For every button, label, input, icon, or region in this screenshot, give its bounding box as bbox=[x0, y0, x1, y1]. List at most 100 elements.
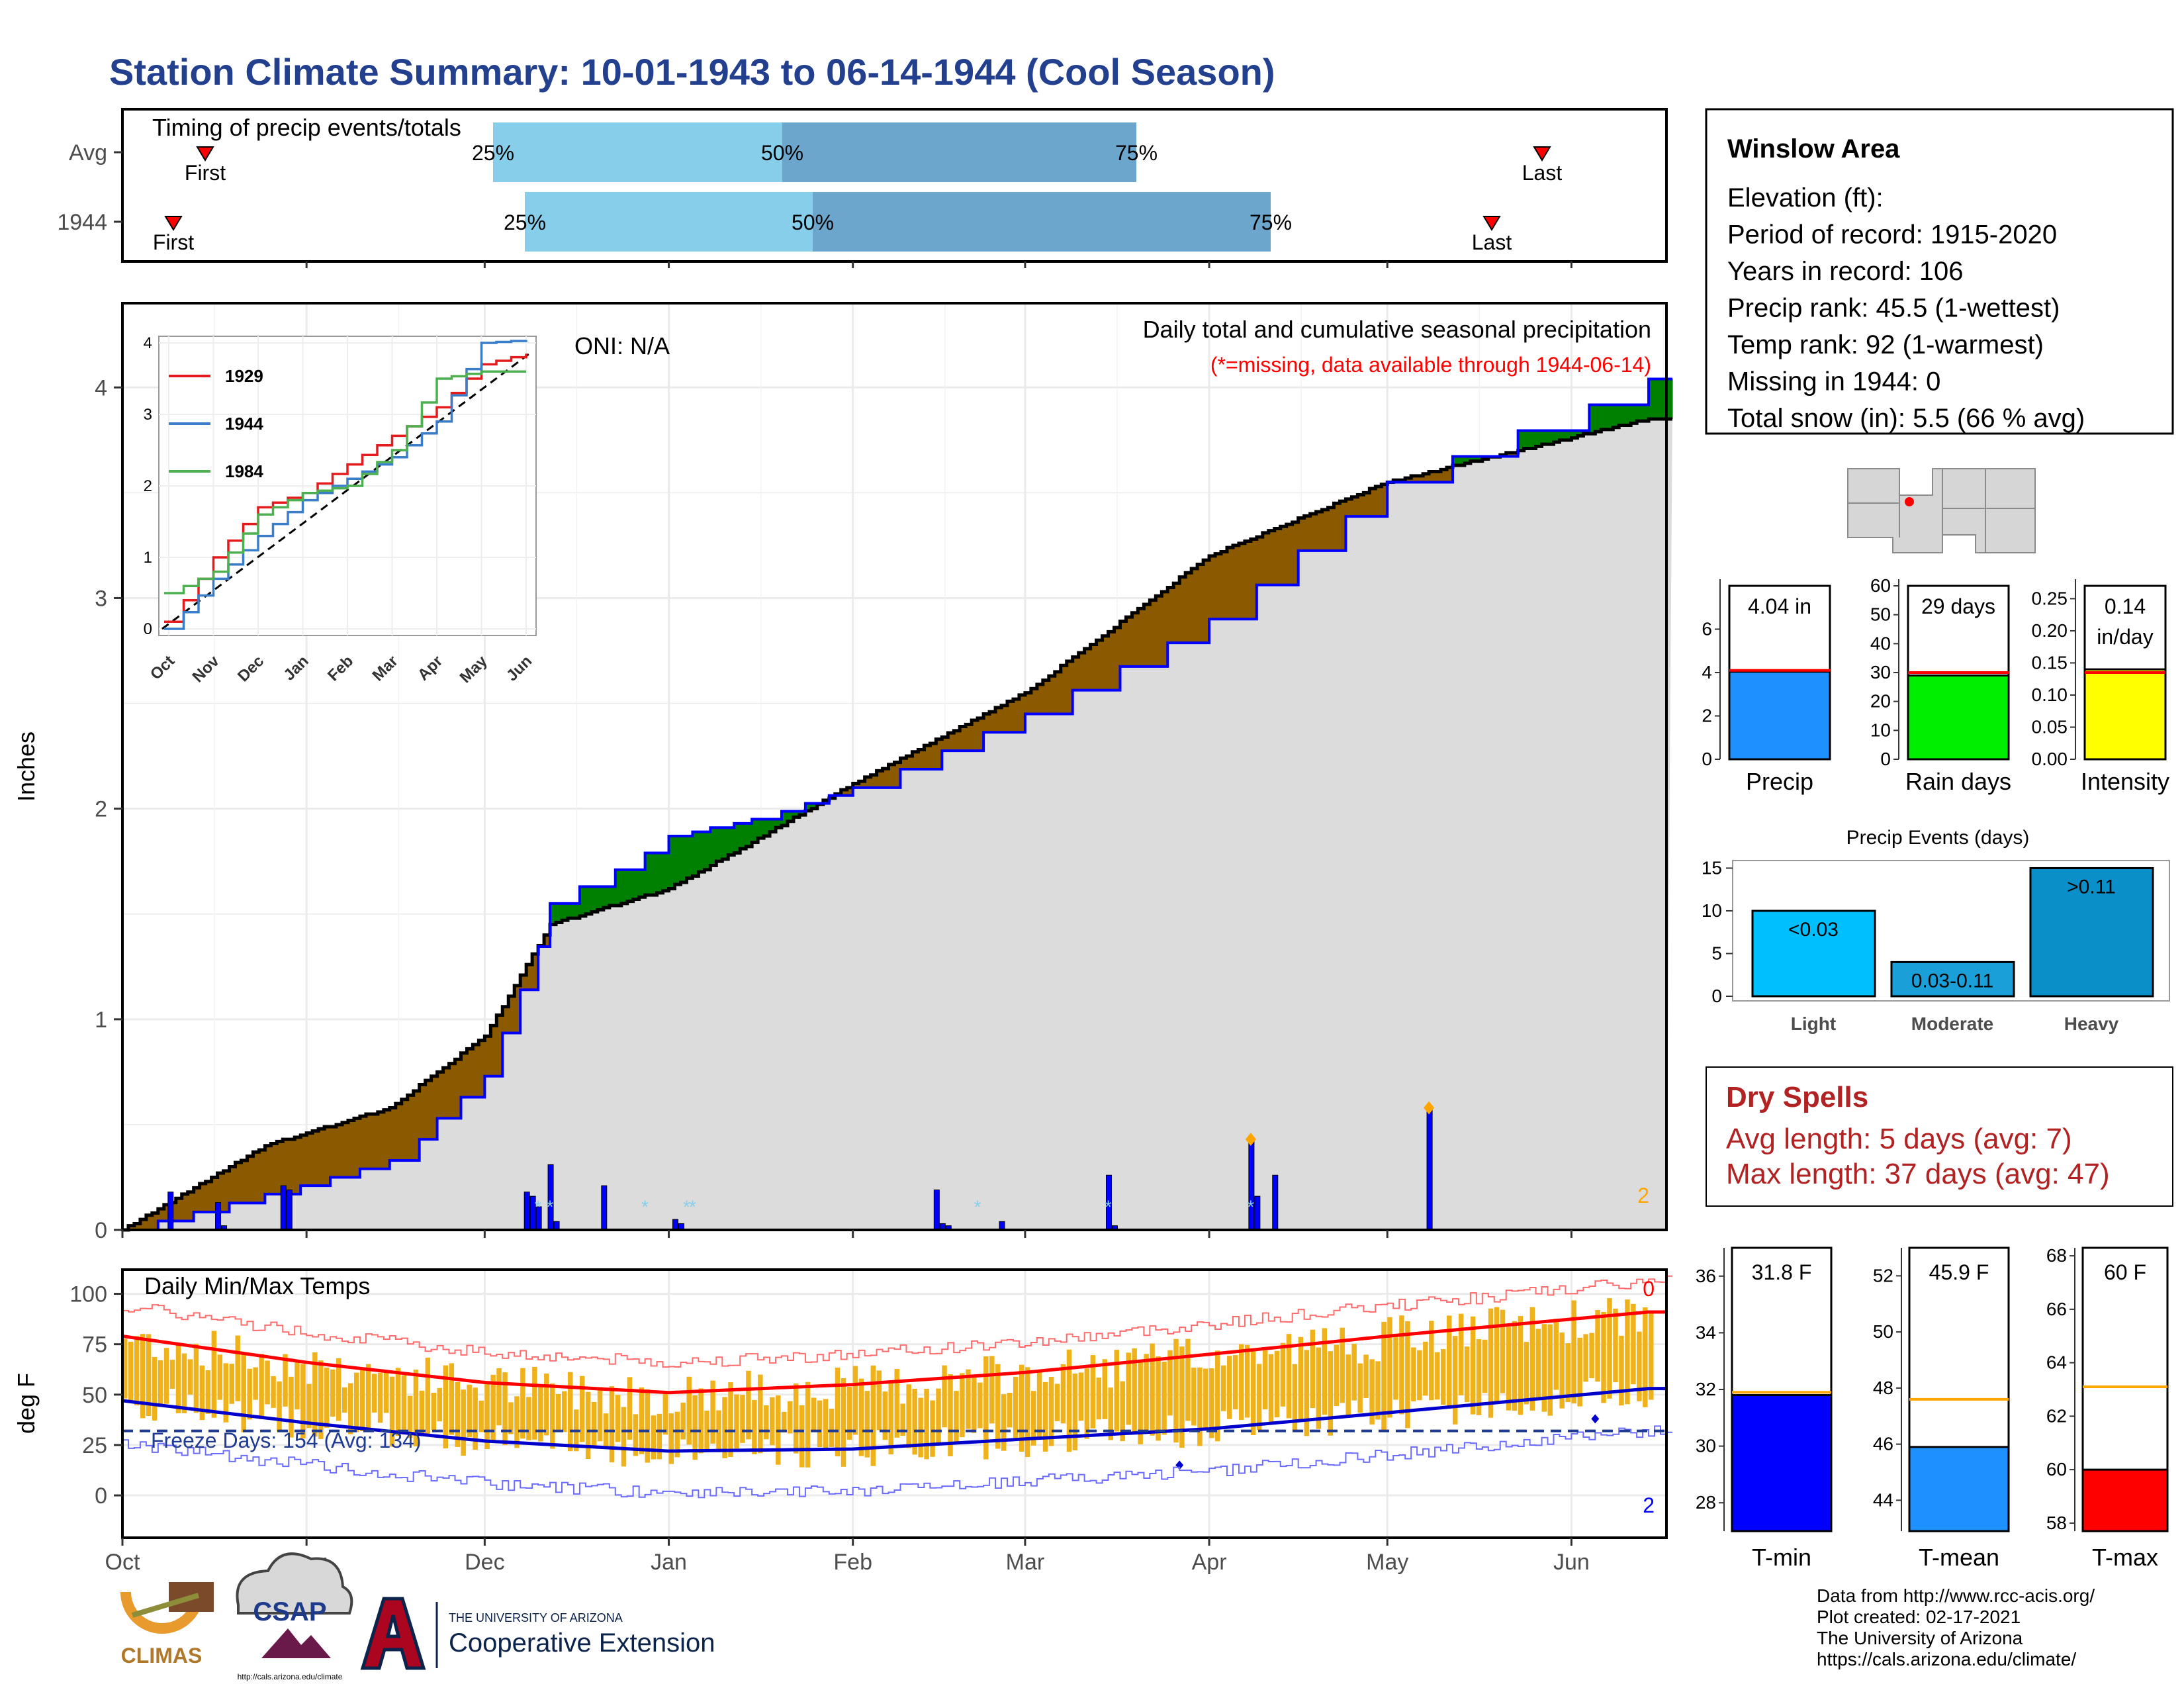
temp-bottom-count: 2 bbox=[1643, 1493, 1655, 1517]
station-info-line: Period of record: 1915-2020 bbox=[1727, 220, 2057, 250]
daily-temp-bar bbox=[752, 1399, 757, 1454]
daily-temp-bar bbox=[1607, 1298, 1612, 1399]
daily-temp-bar bbox=[1138, 1360, 1143, 1444]
summary-bar-tick: 2 bbox=[1702, 706, 1712, 726]
summary-bar-tick: 0.20 bbox=[2032, 620, 2068, 641]
daily-temp-bar bbox=[668, 1413, 674, 1464]
daily-temp-bar bbox=[181, 1353, 187, 1413]
daily-temp-bar bbox=[1102, 1359, 1108, 1419]
precip-anomaly-fill bbox=[882, 769, 889, 788]
daily-temp-bar bbox=[1631, 1303, 1636, 1385]
summary-bar-tick: 0 bbox=[1880, 749, 1891, 769]
daily-temp-bar bbox=[906, 1384, 911, 1448]
ua-logo: THE UNIVERSITY OF ARIZONA Cooperative Ex… bbox=[360, 1597, 715, 1670]
inset-y-tick: 0 bbox=[144, 620, 152, 638]
dry-spells-box: Dry Spells Avg length: 5 days (avg: 7) M… bbox=[1706, 1066, 2173, 1207]
daily-temp-bar bbox=[864, 1391, 870, 1458]
daily-temp-bar bbox=[271, 1376, 276, 1408]
precip-anomaly-fill bbox=[758, 819, 764, 839]
precip-anomaly-fill bbox=[1476, 456, 1483, 461]
inset-y-tick: 4 bbox=[144, 334, 152, 352]
daily-temp-bar bbox=[1601, 1311, 1606, 1403]
precip-anomaly-fill bbox=[181, 1194, 189, 1221]
daily-temp-bar bbox=[443, 1365, 449, 1449]
precip-anomaly-fill bbox=[770, 819, 776, 832]
precip-anomaly-fill bbox=[888, 764, 895, 788]
precip-anomaly-fill bbox=[1607, 404, 1614, 430]
precip-anomaly-fill bbox=[1280, 526, 1287, 585]
summary-bar-tick: 60 bbox=[1870, 575, 1891, 596]
precip-anomaly-fill bbox=[858, 781, 866, 788]
precip-anomaly-fill bbox=[520, 975, 527, 990]
precip-anomaly-fill bbox=[425, 1080, 432, 1140]
temp-summary-label: T-max bbox=[2092, 1544, 2158, 1571]
precip-anomaly-fill bbox=[1042, 680, 1050, 714]
daily-temp-bar bbox=[1595, 1310, 1600, 1382]
daily-temp-bar bbox=[556, 1393, 561, 1430]
precip-anomaly-fill bbox=[1334, 503, 1341, 551]
precip-anomaly-fill bbox=[1429, 471, 1435, 483]
precip-y-tick: 1 bbox=[95, 1008, 107, 1033]
daily-temp-bar bbox=[283, 1354, 288, 1407]
ua-small-text: THE UNIVERSITY OF ARIZONA bbox=[449, 1611, 623, 1624]
precip-anomaly-fill bbox=[514, 985, 521, 1033]
precip-anomaly-fill bbox=[1179, 577, 1186, 643]
daily-temp-bar bbox=[336, 1358, 341, 1421]
average-max-line bbox=[122, 1310, 1666, 1395]
precip-anomaly-fill bbox=[674, 836, 682, 885]
precip-anomaly-fill bbox=[870, 774, 878, 788]
daily-temp-bar bbox=[526, 1397, 531, 1440]
precip-anomaly-fill bbox=[152, 1213, 159, 1230]
precip-anomaly-fill bbox=[443, 1068, 450, 1119]
daily-temp-bar bbox=[954, 1391, 959, 1444]
events-y-tick: 15 bbox=[1702, 857, 1722, 878]
precip-anomaly-fill bbox=[128, 1225, 135, 1230]
precip-anomaly-fill bbox=[413, 1091, 420, 1160]
precip-anomaly-fill bbox=[1340, 501, 1347, 551]
daily-temp-bar bbox=[312, 1352, 318, 1437]
precip-anomaly-fill bbox=[318, 1129, 325, 1186]
temp-summary-label: T-mean bbox=[1919, 1544, 1999, 1571]
precip-anomaly-fill bbox=[295, 1137, 301, 1194]
timing-label: Timing of precip events/totals bbox=[152, 114, 461, 141]
month-tick: Jan bbox=[651, 1550, 687, 1575]
daily-temp-bar bbox=[1280, 1342, 1286, 1407]
daily-temp-bar bbox=[1363, 1354, 1369, 1399]
daily-temp-bar bbox=[710, 1380, 715, 1444]
precip-anomaly-fill bbox=[1173, 583, 1180, 643]
precip-anomaly-fill bbox=[1120, 621, 1127, 667]
observed-cumulative-line bbox=[122, 377, 1672, 1231]
daily-precip-bar bbox=[523, 1192, 530, 1231]
temp-y-tick: 0 bbox=[95, 1483, 107, 1509]
precip-anomaly-fill bbox=[776, 819, 782, 828]
daily-temp-bar bbox=[1494, 1307, 1500, 1405]
precip-anomaly-fill bbox=[371, 1114, 379, 1169]
daily-temp-bar bbox=[1274, 1350, 1280, 1418]
month-tick: Feb bbox=[833, 1550, 872, 1575]
temp-y-label: deg F bbox=[13, 1373, 40, 1434]
daily-temp-bar bbox=[989, 1356, 995, 1424]
precip-anomaly-fill bbox=[1411, 475, 1418, 483]
daily-temp-bar bbox=[615, 1395, 621, 1442]
daily-temp-bar bbox=[1197, 1367, 1203, 1446]
precip-anomaly-fill bbox=[1215, 553, 1222, 620]
daily-temp-bar bbox=[1203, 1368, 1208, 1428]
precip-anomaly-fill bbox=[1417, 475, 1424, 483]
precip-anomaly-fill bbox=[1126, 617, 1133, 667]
summary-bar-tick: 0.25 bbox=[2032, 588, 2068, 608]
precip-anomaly-fill bbox=[1541, 430, 1549, 445]
dry-spells-avg: Avg length: 5 days (avg: 7) bbox=[1726, 1123, 2072, 1155]
precip-anomaly-fill bbox=[811, 803, 818, 809]
precip-anomaly-fill bbox=[1423, 473, 1430, 483]
daily-temp-bar bbox=[259, 1354, 264, 1420]
daily-temp-bar bbox=[1322, 1328, 1328, 1415]
timing-25-50-bar bbox=[525, 192, 813, 252]
timing-row-label: 1944 bbox=[57, 210, 107, 235]
precip-anomaly-fill bbox=[1529, 430, 1537, 449]
daily-temp-bar bbox=[1411, 1347, 1416, 1401]
precip-anomaly-fill bbox=[187, 1192, 195, 1221]
daily-temp-bar bbox=[633, 1414, 639, 1456]
timing-50-75-bar bbox=[813, 192, 1271, 252]
daily-temp-bar bbox=[169, 1360, 175, 1389]
temp-summary-tick: 64 bbox=[2046, 1352, 2067, 1373]
